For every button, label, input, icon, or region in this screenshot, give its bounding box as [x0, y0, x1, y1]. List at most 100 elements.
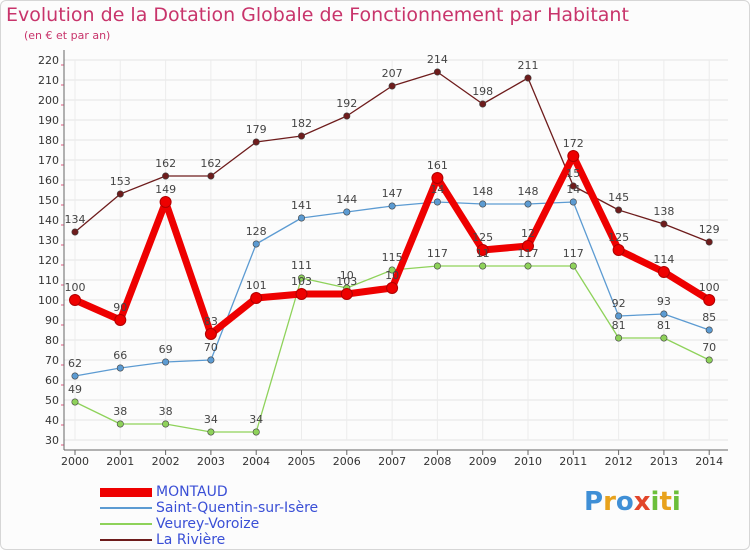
data-label: 81	[657, 319, 671, 332]
data-label: 103	[291, 275, 312, 288]
data-point	[71, 228, 79, 236]
data-point	[207, 356, 215, 364]
data-point	[388, 82, 396, 90]
y-tick-label: 200	[38, 94, 59, 107]
data-label: 141	[291, 199, 312, 212]
data-point	[615, 206, 623, 214]
x-tick-label: 2004	[242, 455, 270, 468]
legend-item: MONTAUD	[100, 484, 318, 500]
logo-letter: r	[603, 487, 616, 517]
data-point	[386, 282, 399, 294]
legend-label: MONTAUD	[156, 484, 228, 500]
y-tick-label: 160	[38, 174, 59, 187]
data-point	[479, 200, 487, 208]
data-point	[524, 74, 532, 82]
data-label: 85	[702, 311, 716, 324]
data-label: 207	[382, 67, 403, 80]
data-point	[207, 428, 215, 436]
data-label: 34	[204, 413, 218, 426]
y-tick-label: 110	[38, 274, 59, 287]
data-label: 198	[472, 85, 493, 98]
x-tick-label: 2005	[288, 455, 316, 468]
chart-title: Evolution de la Dotation Globale de Fonc…	[6, 4, 629, 26]
y-tick-label: 180	[38, 134, 59, 147]
data-point	[431, 172, 444, 184]
data-label: 192	[336, 97, 357, 110]
data-point	[657, 266, 670, 278]
data-point	[114, 314, 127, 326]
y-tick-label: 100	[38, 294, 59, 307]
data-label: 100	[699, 281, 720, 294]
data-point	[116, 364, 124, 372]
data-label: 83	[204, 315, 218, 328]
data-label: 15	[566, 167, 580, 180]
data-point	[162, 358, 170, 366]
data-label: 117	[427, 247, 448, 260]
logo-letter: i	[650, 487, 660, 517]
data-point	[162, 172, 170, 180]
data-label: 214	[427, 53, 448, 66]
data-label: 103	[336, 275, 357, 288]
x-tick-label: 2010	[514, 455, 542, 468]
y-tick-label: 130	[38, 234, 59, 247]
data-label: 129	[699, 223, 720, 236]
x-tick-label: 2003	[197, 455, 225, 468]
data-label: 49	[68, 383, 82, 396]
data-point	[479, 262, 487, 270]
data-label: 100	[65, 281, 86, 294]
y-tick-label: 210	[38, 74, 59, 87]
data-point	[162, 420, 170, 428]
data-point	[660, 334, 668, 342]
data-point	[71, 372, 79, 380]
y-tick-label: 220	[38, 54, 59, 67]
legend-label: Veurey-Voroize	[156, 516, 260, 532]
data-label: 147	[382, 187, 403, 200]
y-tick-label: 190	[38, 114, 59, 127]
data-point	[612, 244, 625, 256]
data-label: 182	[291, 117, 312, 130]
data-label: 153	[110, 175, 131, 188]
legend-item: La Rivière	[100, 532, 318, 548]
data-label: 128	[246, 225, 267, 238]
y-tick-label: 50	[45, 394, 59, 407]
logo-letter: i	[671, 487, 681, 517]
chart-subtitle: (en € et par an)	[24, 29, 111, 42]
data-label: 172	[563, 137, 584, 150]
y-tick-label: 70	[45, 354, 59, 367]
data-label: 149	[155, 183, 176, 196]
legend-label: Saint-Quentin-sur-Isère	[156, 500, 319, 516]
logo-letter: o	[615, 487, 634, 517]
data-label: 125	[472, 231, 493, 244]
data-label: 14	[430, 183, 444, 196]
data-label: 115	[382, 251, 403, 264]
data-label: 66	[113, 349, 127, 362]
data-label: 34	[249, 413, 263, 426]
y-tick-label: 140	[38, 214, 59, 227]
x-tick-label: 2013	[650, 455, 678, 468]
proxiti-logo: Proxiti	[584, 487, 681, 517]
data-point	[204, 328, 217, 340]
data-point	[433, 262, 441, 270]
legend-item: Saint-Quentin-sur-Isère	[100, 500, 318, 516]
data-point	[340, 288, 353, 300]
y-tick-label: 30	[45, 434, 59, 447]
data-label: 81	[612, 319, 626, 332]
data-label: 38	[113, 405, 127, 418]
data-label: 38	[159, 405, 173, 418]
data-label: 117	[563, 247, 584, 260]
x-tick-label: 2011	[559, 455, 587, 468]
data-point	[524, 262, 532, 270]
data-label: 125	[608, 231, 629, 244]
data-point	[615, 312, 623, 320]
data-label: 10	[385, 269, 399, 282]
data-point	[388, 266, 396, 274]
y-tick-label: 80	[45, 334, 59, 347]
data-label: 179	[246, 123, 267, 136]
data-point	[207, 172, 215, 180]
y-tick-label: 90	[45, 314, 59, 327]
data-point	[703, 294, 716, 306]
data-label: 111	[291, 259, 312, 272]
data-label: 12	[521, 227, 535, 240]
y-tick-label: 170	[38, 154, 59, 167]
